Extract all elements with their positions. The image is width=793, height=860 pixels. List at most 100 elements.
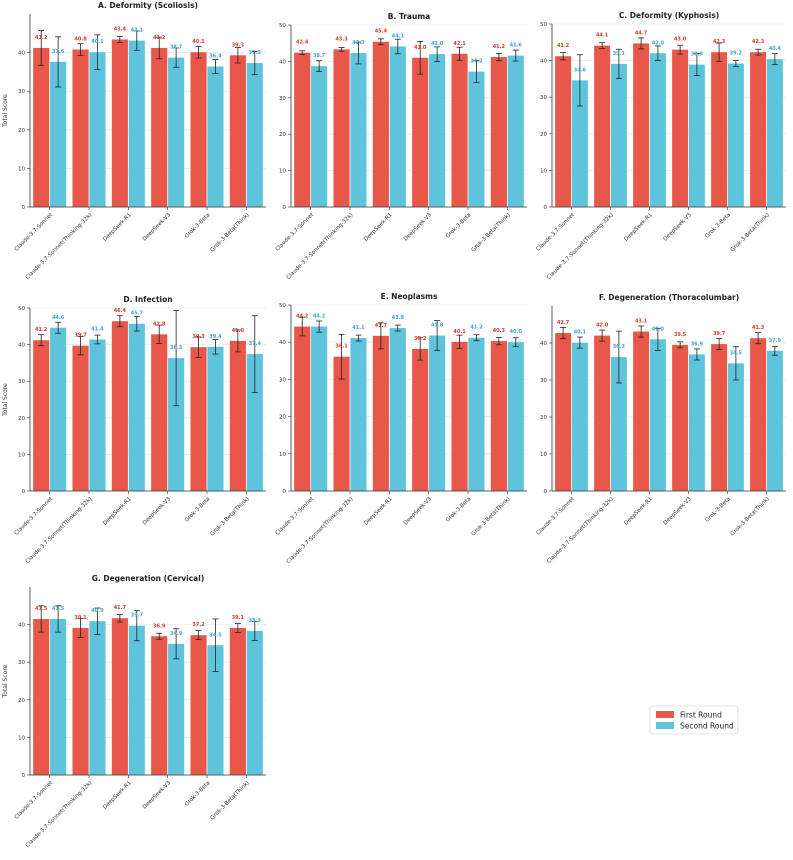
y-tick-label: 0: [544, 489, 548, 495]
category-label: Claude-3.7-Sonnet: [14, 780, 55, 821]
data-label: 41.5: [35, 606, 48, 612]
category-label: Claude-3.7-Sonnet(Thinking-32k): [25, 496, 94, 565]
y-tick-label: 20: [540, 415, 547, 421]
category-label: Claude-3.7-Sonnet(Thinking-32k): [25, 212, 94, 281]
y-tick-label: 10: [18, 166, 25, 172]
y-tick-label: 20: [279, 132, 286, 138]
bar-second-round: [727, 63, 744, 207]
bar-first-round: [151, 47, 168, 207]
chart-panel: G. Degeneration (Cervical) 0 10 20 30 40 Total…: [2, 574, 266, 849]
category-label: Claude-3.7-Sonnet: [14, 212, 55, 253]
y-tick-label: 30: [279, 96, 286, 102]
category-label: DeepSeek-R1: [102, 212, 133, 243]
bar-second-round: [389, 328, 406, 491]
y-tick-label: 20: [18, 128, 25, 134]
bar-first-round: [750, 52, 767, 207]
data-label: 42.3: [352, 40, 365, 46]
data-label: 34.6: [574, 67, 587, 73]
bar-second-round: [207, 66, 224, 207]
bar-second-round: [350, 338, 367, 491]
y-tick-label: 20: [279, 415, 286, 421]
bar-second-round: [766, 59, 783, 207]
data-label: 36.9: [691, 341, 704, 347]
bar-first-round: [33, 340, 50, 491]
data-label: 39.7: [713, 331, 726, 337]
data-label: 41.7: [114, 605, 127, 611]
chart-panel: B. Trauma 0 10 20 30 40 50 42.4 38.7 Claude-3.7-S…: [275, 12, 527, 281]
category-label: DeepSeek-V3: [663, 496, 694, 527]
y-axis-label: Total Score: [2, 383, 9, 417]
y-tick-label: 20: [18, 698, 25, 704]
y-tick-label: 40: [18, 623, 25, 629]
bar-first-round: [229, 340, 246, 491]
bar-first-round: [111, 39, 128, 208]
bar-second-round: [311, 326, 328, 491]
data-label: 37.2: [470, 59, 483, 65]
bar-first-round: [711, 344, 728, 491]
bar-second-round: [507, 342, 524, 491]
bar-second-round: [311, 66, 328, 207]
bar-first-round: [451, 341, 468, 491]
data-label: 39.1: [232, 615, 245, 621]
bar-second-round: [766, 350, 783, 491]
bar-first-round: [190, 347, 207, 491]
bar-first-round: [190, 635, 207, 775]
bar-first-round: [594, 45, 611, 208]
data-label: 44.1: [596, 33, 609, 39]
bar-first-round: [229, 55, 246, 207]
bar-second-round: [688, 64, 705, 207]
y-tick-label: 10: [18, 452, 25, 458]
bar-first-round: [633, 331, 650, 491]
data-label: 41.2: [470, 325, 483, 331]
category-label: Grok-3-Beta(Think): [730, 212, 771, 253]
category-label: Claude-3.7-Sonnet: [275, 496, 316, 537]
y-tick-label: 10: [279, 452, 286, 458]
bar-first-round: [294, 326, 311, 491]
bar-first-round: [33, 47, 50, 207]
data-label: 41.2: [557, 43, 570, 49]
category-label: Grok-3-Beta(Think): [210, 496, 251, 537]
chart-panel: D. Infection 0 10 20 30 40 50 Total Score 41.2 44…: [2, 295, 266, 565]
bar-second-round: [649, 53, 666, 207]
bar-second-round: [429, 54, 446, 208]
data-label: 42.0: [431, 41, 444, 47]
bar-second-round: [350, 53, 367, 207]
y-tick-label: 20: [18, 416, 25, 422]
bar-first-round: [412, 57, 429, 208]
bar-second-round: [389, 46, 406, 208]
bar-first-round: [750, 338, 767, 491]
category-label: Grok-3-Beta: [704, 212, 732, 240]
data-label: 39.1: [613, 51, 626, 57]
y-tick-label: 40: [18, 51, 25, 57]
y-tick-label: 0: [544, 205, 548, 211]
data-label: 43.1: [635, 319, 648, 325]
category-label: Grok-3-Beta(Think): [210, 212, 251, 253]
data-label: 45.4: [375, 29, 388, 35]
legend-swatch-second: [656, 722, 674, 729]
bar-first-round: [151, 636, 168, 775]
data-label: 44.1: [392, 33, 405, 39]
data-label: 34.9: [170, 631, 183, 637]
bar-first-round: [555, 56, 572, 207]
data-label: 41.2: [35, 327, 48, 333]
bar-first-round: [372, 41, 389, 207]
y-tick-label: 10: [18, 735, 25, 741]
data-label: 42.8: [153, 321, 166, 327]
legend-swatch-first: [656, 711, 674, 718]
bar-first-round: [33, 618, 50, 775]
bar-first-round: [633, 43, 650, 208]
chart-title: A. Deformity (Scoliosis): [98, 1, 198, 10]
data-label: 37.3: [249, 50, 262, 56]
bar-first-round: [412, 348, 429, 491]
data-label: 42.3: [752, 39, 765, 45]
bar-second-round: [168, 358, 185, 491]
y-tick-label: 30: [18, 379, 25, 385]
data-label: 40.4: [769, 46, 782, 52]
category-label: Grok-3-Beta(Think): [210, 780, 251, 821]
category-label: DeepSeek-V3: [142, 496, 173, 527]
data-label: 40.1: [192, 39, 205, 45]
bar-second-round: [571, 80, 588, 207]
y-tick-label: 10: [540, 452, 547, 458]
bar-first-round: [490, 57, 507, 208]
category-label: DeepSeek-R1: [102, 780, 133, 811]
